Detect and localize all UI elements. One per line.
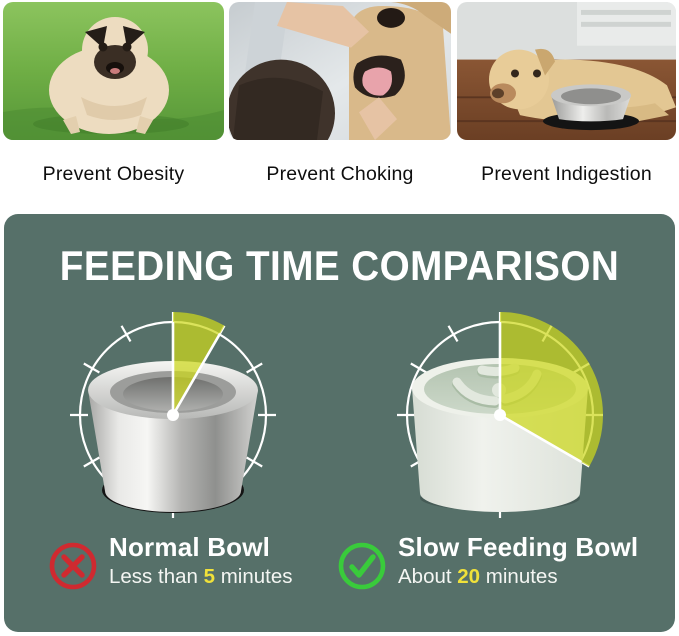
panel-title: FEEDING TIME COMPARISON bbox=[59, 242, 620, 289]
clock-normal-bowl bbox=[70, 312, 276, 518]
time-value: 5 bbox=[203, 565, 215, 588]
time-value: 20 bbox=[457, 565, 481, 588]
five-minute-wedge bbox=[173, 312, 225, 415]
clock-center-dot bbox=[167, 409, 179, 421]
time-prefix: About bbox=[398, 565, 458, 588]
photo-choking-check bbox=[229, 2, 451, 140]
labrador-illustration bbox=[457, 2, 676, 140]
slow-bowl-label-group: Slow Feeding Bowl About 20 minutes bbox=[398, 532, 638, 590]
slow-bowl-time: About 20 minutes bbox=[398, 563, 638, 590]
time-prefix: Less than bbox=[109, 565, 204, 588]
mouth-check-illustration bbox=[229, 2, 451, 140]
caption-prevent-choking: Prevent Choking bbox=[266, 163, 414, 185]
normal-bowl-time: Less than 5 minutes bbox=[109, 563, 292, 590]
time-suffix: minutes bbox=[480, 565, 558, 588]
slow-bowl-name: Slow Feeding Bowl bbox=[398, 532, 639, 562]
comparison-panel: FEEDING TIME COMPARISON bbox=[4, 214, 675, 632]
clock-slow-bowl bbox=[397, 312, 603, 518]
clock-center-dot bbox=[494, 409, 506, 421]
photo-labrador-indigestion bbox=[457, 2, 676, 140]
twenty-minute-wedge bbox=[500, 312, 603, 467]
caption-prevent-obesity: Prevent Obesity bbox=[42, 163, 185, 185]
caption-prevent-indigestion: Prevent Indigestion bbox=[481, 163, 652, 185]
clock-hands bbox=[171, 321, 221, 417]
pug-illustration bbox=[3, 2, 224, 140]
check-circle-icon bbox=[338, 542, 386, 590]
clock-hands bbox=[498, 321, 582, 463]
normal-bowl-label-group: Normal Bowl Less than 5 minutes bbox=[109, 532, 292, 590]
cross-circle-icon bbox=[49, 542, 97, 590]
normal-bowl-name: Normal Bowl bbox=[109, 532, 271, 562]
photo-overweight-pug bbox=[3, 2, 224, 140]
time-suffix: minutes bbox=[215, 565, 293, 588]
